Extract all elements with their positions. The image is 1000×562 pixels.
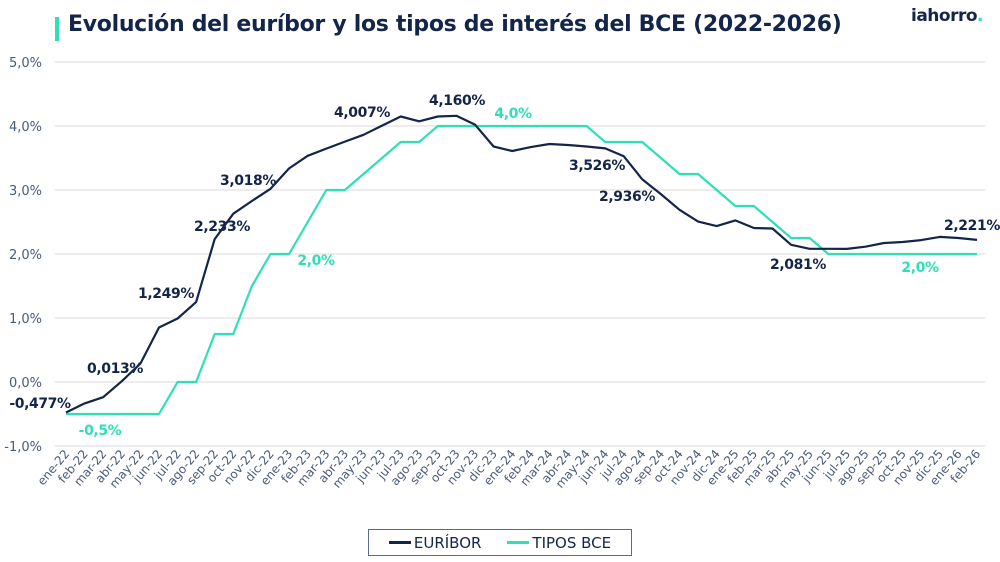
euribor-data-label: 2,936% (599, 189, 655, 205)
legend-item-euribor: EURÍBOR (388, 533, 482, 552)
legend-label-bce: TIPOS BCE (532, 533, 612, 552)
euribor-line (65, 114, 978, 414)
bce-line (66, 124, 977, 416)
y-tick-label: 4,0% (9, 120, 42, 135)
logo-text: iahorro (911, 6, 978, 26)
bce-data-label: 2,0% (297, 253, 335, 269)
y-tick-label: 0,0% (9, 376, 42, 391)
euribor-data-label: 1,249% (138, 286, 194, 302)
y-tick-label: 3,0% (9, 184, 42, 199)
euribor-data-label: 2,221% (944, 218, 1000, 234)
euribor-data-label: -0,477% (9, 396, 71, 412)
euribor-data-label: 3,526% (569, 158, 625, 174)
chart-title: Evolución del euríbor y los tipos de int… (68, 12, 842, 37)
legend-swatch-bce (507, 541, 530, 544)
euribor-data-label: 4,007% (334, 105, 390, 121)
bce-data-label: -0,5% (79, 423, 122, 439)
euribor-data-label: 4,160% (429, 93, 485, 109)
title-accent-bar (55, 17, 59, 41)
brand-logo: iahorro. (911, 6, 983, 26)
legend-item-bce: TIPOS BCE (507, 534, 611, 552)
euribor-data-label: 0,013% (87, 361, 143, 377)
y-tick-label: 1,0% (9, 312, 42, 327)
bce-data-label: 2,0% (901, 260, 939, 276)
y-tick-label: -1,0% (4, 440, 42, 455)
euribor-data-label: 3,018% (220, 173, 276, 189)
y-tick-label: 5,0% (9, 56, 42, 71)
euribor-data-label: 2,081% (770, 257, 826, 273)
chart-legend: EURÍBOR TIPOS BCE (368, 529, 632, 556)
legend-swatch-euribor (388, 541, 411, 544)
y-tick-label: 2,0% (9, 248, 42, 263)
euribor-data-label: 2,233% (194, 219, 250, 235)
legend-label-euribor: EURÍBOR (413, 533, 482, 552)
bce-data-label: 4,0% (494, 106, 532, 122)
